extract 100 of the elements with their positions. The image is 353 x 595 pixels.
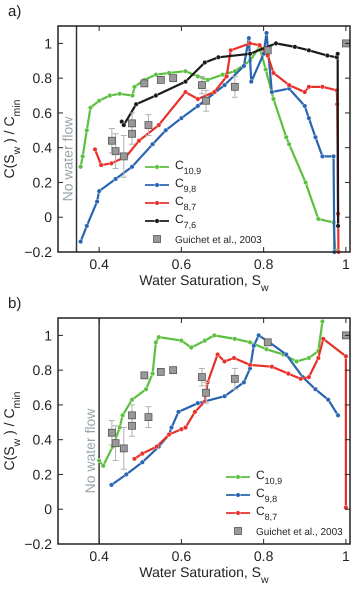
point: [271, 96, 276, 102]
point: [202, 60, 208, 65]
point: [150, 371, 156, 376]
x-tick-label: 0.6: [172, 548, 192, 564]
point: [96, 458, 102, 464]
point: [183, 79, 188, 84]
point: [202, 338, 208, 344]
point: [134, 102, 139, 107]
y-tick-label: 0.8: [32, 70, 52, 86]
x-tick-label: 0.8: [254, 256, 274, 272]
point: [232, 68, 238, 74]
y-tick-label: 0.8: [32, 362, 52, 378]
point: [205, 77, 210, 82]
point: [109, 482, 114, 488]
point: [153, 340, 158, 345]
point: [144, 386, 148, 392]
point: [195, 96, 200, 102]
point: [216, 54, 221, 60]
point: [232, 356, 236, 360]
point: [94, 199, 100, 204]
point: [198, 81, 206, 90]
point: [169, 366, 178, 374]
point: [163, 128, 168, 133]
point: [224, 74, 230, 79]
point: [153, 72, 158, 78]
point: [109, 160, 114, 166]
point: [302, 90, 308, 95]
point: [169, 74, 178, 82]
point: [156, 122, 162, 128]
point: [130, 164, 134, 170]
point: [222, 394, 228, 399]
point: [120, 152, 128, 160]
point: [124, 472, 129, 477]
point: [222, 359, 228, 364]
point: [320, 336, 326, 342]
point: [128, 119, 136, 128]
point: [195, 400, 200, 406]
x-axis-title: Water Saturation, S$_{w}$: [139, 564, 270, 586]
point: [222, 82, 228, 88]
y-tick-label: 1: [44, 35, 52, 52]
x-tick-label: 1: [342, 548, 350, 564]
point: [132, 84, 137, 90]
point: [112, 439, 120, 448]
point: [264, 346, 269, 352]
legend-label: C$_{7,6}$: [175, 212, 196, 230]
point: [246, 36, 252, 41]
point: [274, 40, 278, 46]
point: [108, 136, 116, 145]
point: [128, 411, 136, 420]
point: [117, 425, 122, 430]
point: [183, 68, 188, 74]
point: [117, 91, 122, 96]
point: [241, 380, 246, 385]
point: [202, 96, 210, 105]
point: [264, 46, 272, 54]
point: [302, 104, 308, 108]
point: [320, 84, 325, 90]
legend-label: Guichet et al., 2003: [256, 527, 344, 538]
y-tick-label: 0.4: [32, 432, 52, 448]
y-tick-label: 0: [44, 209, 52, 226]
point: [241, 64, 246, 68]
point: [269, 364, 274, 370]
point: [107, 93, 112, 98]
y-tick-label: −0.2: [24, 536, 52, 552]
point: [178, 338, 184, 344]
point: [284, 134, 289, 140]
x-tick-label: 0.4: [89, 548, 110, 564]
point: [248, 362, 253, 368]
x-tick-label: 0.8: [254, 548, 274, 564]
point: [144, 413, 152, 421]
point: [316, 216, 321, 222]
point: [306, 48, 312, 53]
point: [248, 340, 253, 345]
point: [108, 428, 116, 437]
point: [313, 386, 318, 392]
point: [121, 122, 126, 128]
y-tick-label: 0.4: [32, 140, 52, 156]
point: [153, 93, 158, 98]
point: [120, 412, 126, 418]
legend-label: C$_{9,8}$: [175, 176, 196, 194]
point: [230, 374, 239, 383]
point: [264, 30, 269, 36]
point: [144, 121, 152, 129]
x-tick-label: 0.4: [89, 256, 110, 272]
point: [306, 356, 312, 360]
point: [178, 116, 184, 121]
point: [286, 142, 292, 147]
point: [198, 373, 206, 382]
point: [269, 90, 274, 95]
ref-line-label: No water flow: [60, 116, 76, 202]
point: [176, 409, 181, 414]
y-tick-label: 0.6: [32, 104, 52, 121]
point: [188, 345, 194, 350]
point: [128, 422, 136, 430]
legend-label: C$_{10,9}$: [256, 468, 282, 486]
point: [251, 343, 256, 348]
point: [212, 332, 217, 338]
point: [98, 162, 104, 168]
point: [220, 72, 225, 78]
x-tick-label: 0.6: [172, 256, 192, 272]
